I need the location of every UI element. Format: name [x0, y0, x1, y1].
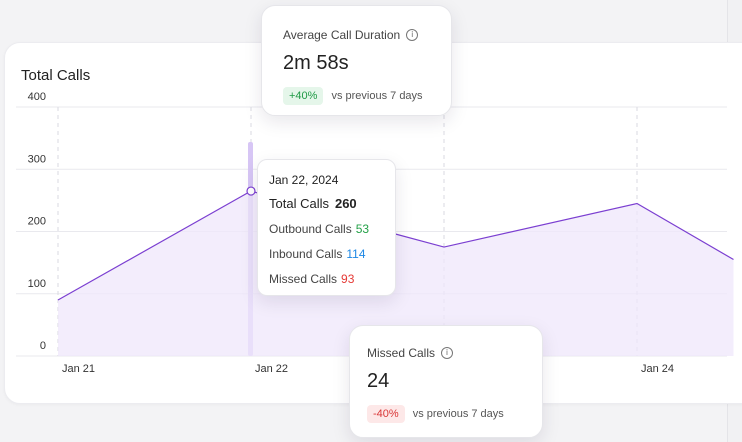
y-tick-label: 300	[28, 153, 46, 165]
tooltip-total-value: 260	[334, 196, 357, 211]
tooltip-outbound-label: Outbound Calls	[269, 222, 352, 236]
missed-label: Missed Calls	[367, 346, 436, 360]
tooltip-missed-row: Missed Calls 93	[269, 272, 395, 286]
tooltip-inbound-row: Inbound Calls 114	[269, 247, 395, 261]
tooltip-missed-label: Missed Calls	[269, 272, 338, 286]
avg-duration-trend: +40% vs previous 7 days	[283, 87, 451, 105]
y-tick-label: 100	[28, 278, 46, 290]
avg-duration-value: 2m 58s	[283, 52, 349, 74]
avg-duration-label: Average Call Duration	[283, 28, 401, 42]
missed-calls-card: Missed Calls i 24 -40% vs previous 7 day…	[349, 325, 543, 438]
avg-duration-label-row: Average Call Duration i	[283, 28, 451, 42]
missed-trend: -40% vs previous 7 days	[367, 405, 542, 423]
tooltip-missed-value: 93	[341, 272, 355, 286]
y-tick-label: 200	[28, 216, 46, 228]
trend-badge-up: +40%	[283, 87, 324, 105]
tooltip-date: Jan 22, 2024	[269, 173, 339, 187]
compare-text: vs previous 7 days	[412, 408, 504, 420]
x-tick-label: Jan 22	[255, 363, 288, 375]
tooltip-inbound-label: Inbound Calls	[269, 247, 343, 261]
missed-value: 24	[367, 370, 390, 392]
avg-duration-card: Average Call Duration i 2m 58s +40% vs p…	[261, 5, 452, 116]
y-tick-label: 400	[28, 91, 46, 103]
missed-label-row: Missed Calls i	[367, 346, 542, 360]
tooltip-total-row: Total Calls 260	[269, 196, 395, 211]
info-icon[interactable]: i	[441, 347, 454, 359]
info-icon[interactable]: i	[406, 29, 419, 41]
tooltip-outbound-value: 53	[355, 222, 370, 236]
x-tick-label: Jan 24	[641, 363, 674, 375]
tick-layer: 0 100 200 300 400 Jan 21 Jan 22 Jan 24	[28, 91, 674, 375]
tooltip-total-label: Total Calls	[269, 196, 329, 211]
trend-badge-down: -40%	[367, 405, 405, 423]
hover-tooltip: Jan 22, 2024 Total Calls 260 Outbound Cal…	[257, 159, 396, 296]
tooltip-outbound-row: Outbound Calls 53	[269, 222, 395, 236]
y-tick-label: 0	[40, 340, 46, 352]
compare-text: vs previous 7 days	[331, 90, 423, 102]
tooltip-inbound-value: 114	[346, 247, 366, 261]
x-tick-label: Jan 21	[62, 363, 95, 375]
series-line-total-calls	[57, 190, 734, 301]
hover-point[interactable]	[246, 186, 256, 196]
card-title: Total Calls	[21, 67, 91, 84]
